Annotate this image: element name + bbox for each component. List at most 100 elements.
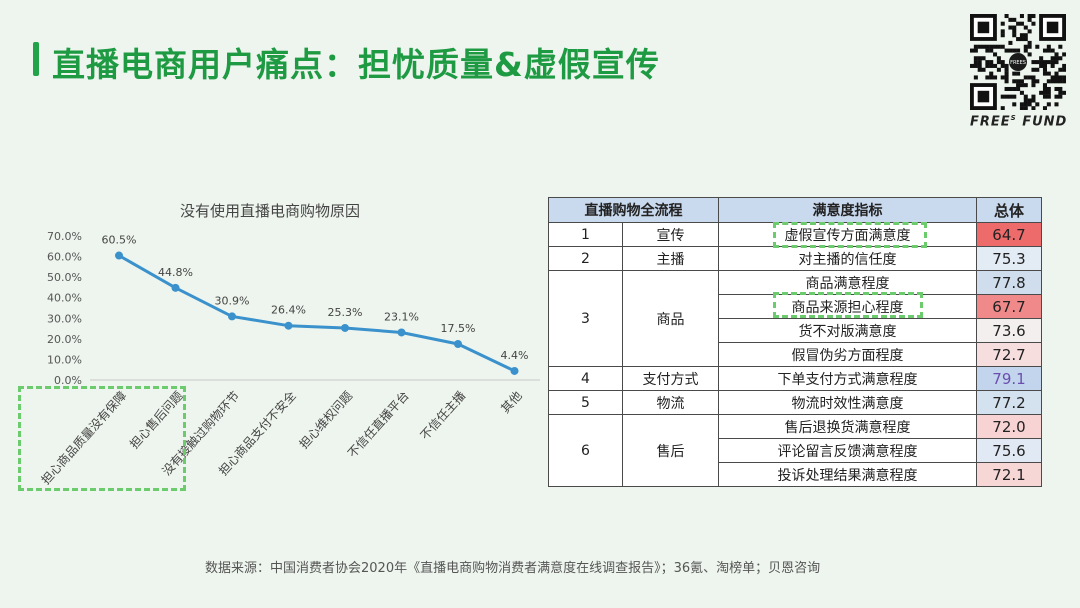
qr-module xyxy=(1054,56,1059,61)
qr-module xyxy=(1019,21,1024,26)
qr-module xyxy=(1042,63,1047,68)
qr-module xyxy=(1012,86,1017,91)
table-row: 假冒伪劣方面程度 72.7 xyxy=(549,342,1042,367)
qr-module xyxy=(1054,75,1059,80)
qr-module xyxy=(1004,48,1009,53)
qr-module xyxy=(1008,86,1013,91)
qr-code-icon: FREES xyxy=(970,14,1066,110)
brand-tail: FUND xyxy=(1016,114,1068,130)
qr-module xyxy=(1019,83,1024,88)
qr-module xyxy=(993,44,998,49)
table-row: 5 物流 物流时效性满意度 77.2 xyxy=(548,390,1042,415)
step-number: 5 xyxy=(548,390,623,415)
score-cell: 72.0 xyxy=(976,414,1042,439)
qr-module xyxy=(1016,21,1021,26)
step-number: 4 xyxy=(548,366,623,391)
qr-module xyxy=(1039,56,1044,61)
satisfaction-table: 直播购物全流程 满意度指标 总体 1 宣传 虚假宣传方面满意度 64.7 2 主播 对主播的… xyxy=(548,197,1042,487)
qr-module xyxy=(1046,102,1051,107)
qr-module xyxy=(1023,48,1028,53)
qr-module xyxy=(977,67,982,72)
score-cell: 64.7 xyxy=(976,222,1042,247)
qr-module xyxy=(1027,75,1032,80)
qr-module xyxy=(1031,75,1036,80)
qr-module xyxy=(1046,48,1051,53)
qr-module xyxy=(1054,79,1059,84)
qr-module xyxy=(1004,71,1009,76)
qr-module xyxy=(1012,71,1017,76)
qr-module xyxy=(1016,79,1021,84)
qr-module xyxy=(1035,102,1040,107)
qr-module xyxy=(977,60,982,65)
qr-module xyxy=(1062,52,1066,57)
qr-module xyxy=(1042,94,1047,99)
brand-sup: S xyxy=(1010,114,1017,122)
qr-module xyxy=(1042,48,1047,53)
qr-module xyxy=(1008,48,1013,53)
qr-module xyxy=(985,60,990,65)
qr-module xyxy=(1046,86,1051,91)
qr-module xyxy=(1000,63,1005,68)
qr-module xyxy=(1062,79,1066,84)
data-label: 17.5% xyxy=(441,322,476,335)
qr-module xyxy=(1012,79,1017,84)
step-name: 售后 xyxy=(622,414,719,487)
qr-module xyxy=(1035,44,1040,49)
qr-module xyxy=(996,60,1001,65)
qr-module xyxy=(1042,67,1047,72)
metric-cell: 下单支付方式满意程度 xyxy=(718,366,977,391)
qr-module xyxy=(989,71,994,76)
qr-module xyxy=(1062,67,1066,72)
qr-module xyxy=(973,44,978,49)
qr-module xyxy=(1019,79,1024,84)
qr-finder xyxy=(977,21,990,34)
qr-module xyxy=(1046,90,1051,95)
data-point xyxy=(341,323,349,332)
qr-module xyxy=(1012,48,1017,53)
qr-module xyxy=(1058,90,1063,95)
metric-cell: 假冒伪劣方面程度 xyxy=(718,342,977,367)
score-cell: 77.2 xyxy=(976,390,1042,415)
qr-module xyxy=(1046,71,1051,76)
score-cell: 75.6 xyxy=(976,438,1042,463)
qr-module xyxy=(993,75,998,80)
qr-module xyxy=(1023,44,1028,49)
page-title: 直播电商用户痛点：担忧质量&虚假宣传 xyxy=(52,45,660,84)
x-tick-label: 担心维权问题 xyxy=(297,389,356,452)
table-row: 1 宣传 虚假宣传方面满意度 64.7 xyxy=(548,222,1042,247)
qr-module xyxy=(1023,37,1028,42)
brand-logo: FREES FUND xyxy=(970,114,1070,129)
qr-module xyxy=(1031,60,1036,65)
qr-module xyxy=(985,63,990,68)
qr-module xyxy=(977,44,982,49)
qr-module xyxy=(1016,83,1021,88)
step-name: 主播 xyxy=(622,246,719,271)
qr-module xyxy=(973,63,978,68)
metric-cell: 评论留言反馈满意程度 xyxy=(718,438,977,463)
qr-module xyxy=(1019,90,1024,95)
metric-cell: 货不对版满意度 xyxy=(718,318,977,343)
qr-module xyxy=(1000,94,1005,99)
data-point xyxy=(510,366,519,375)
qr-module xyxy=(1000,21,1005,26)
qr-module xyxy=(1027,40,1032,45)
score-cell: 73.6 xyxy=(976,318,1042,343)
qr-module xyxy=(1050,60,1055,65)
qr-module xyxy=(1042,86,1047,91)
qr-module xyxy=(1016,48,1021,53)
data-point xyxy=(115,251,123,260)
line-chart: 0.0% 10.0% 20.0% 30.0% 40.0% 50.0% 60.0% 70.0% 6… xyxy=(38,230,540,487)
qr-module xyxy=(1042,90,1047,95)
qr-module xyxy=(1031,21,1036,26)
y-tick-label: 60.0% xyxy=(47,251,82,264)
data-point xyxy=(454,340,462,348)
title-accent-bar xyxy=(33,42,39,76)
y-tick-label: 70.0% xyxy=(47,230,82,243)
qr-module xyxy=(1042,83,1047,88)
qr-module xyxy=(996,67,1001,72)
qr-module xyxy=(996,56,1001,61)
score-cell: 72.1 xyxy=(976,462,1042,487)
qr-module xyxy=(1016,71,1021,76)
qr-module xyxy=(1039,90,1044,95)
qr-module xyxy=(1023,106,1028,110)
